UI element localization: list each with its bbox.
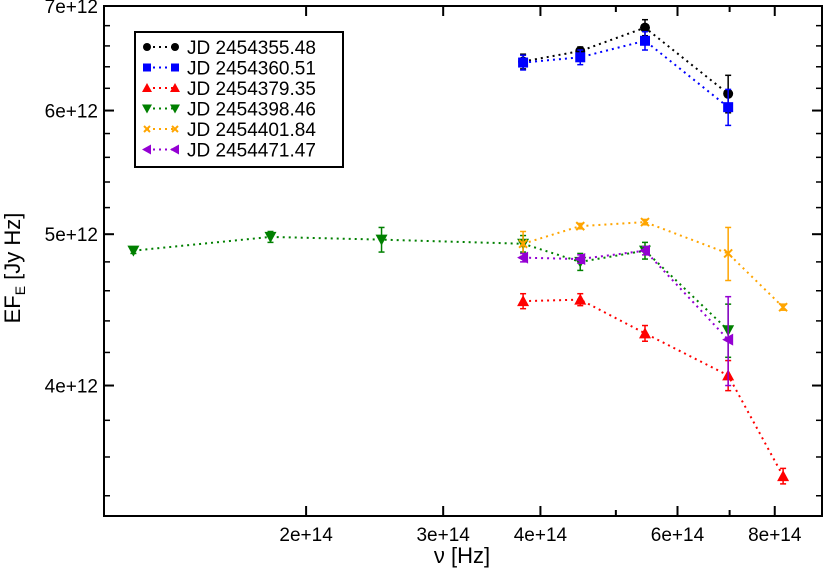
data-point [639, 22, 650, 33]
legend-entry-0: JD 2454355.48 [143, 38, 316, 59]
legend-box [134, 31, 344, 168]
y-axis-label-main: EF [0, 295, 25, 323]
data-point [517, 295, 530, 307]
plot-layer [127, 18, 790, 485]
series-0 [518, 18, 734, 114]
x-tick-label: 2e+14 [279, 525, 333, 546]
data-point [778, 302, 788, 312]
y-tick-label: 5e+12 [45, 225, 98, 246]
x-tick-label: 4e+14 [514, 525, 568, 546]
legend-marker [171, 43, 179, 51]
data-point [638, 327, 651, 339]
series-2 [517, 292, 790, 485]
data-point [517, 251, 529, 264]
series-line [133, 235, 729, 331]
data-point [518, 239, 528, 249]
data-point [722, 333, 734, 346]
legend-marker [143, 43, 151, 51]
data-point [264, 231, 277, 243]
y-axis-label: EFE [Jy Hz] [0, 213, 28, 324]
legend-marker [170, 83, 180, 92]
series-5 [517, 244, 734, 387]
data-point [639, 35, 650, 46]
legend-marker [142, 144, 151, 155]
data-point [777, 470, 790, 482]
legend-label: JD 2454401.84 [187, 120, 316, 141]
legend-marker [143, 125, 151, 133]
y-tick-label: 7e+12 [45, 0, 98, 18]
data-point [640, 217, 650, 227]
series-line [522, 221, 784, 308]
legend-marker [142, 104, 152, 114]
series-line [523, 249, 729, 341]
data-point [723, 102, 734, 113]
legend-marker [171, 63, 179, 72]
legend-label: JD 2454398.46 [187, 100, 316, 121]
series-line [522, 26, 729, 95]
plot-frame [103, 5, 823, 517]
legend-label: JD 2454471.47 [187, 141, 316, 162]
data-point [574, 293, 587, 305]
data-point [575, 52, 586, 63]
series-line [523, 298, 784, 477]
legend-entry-2: JD 2454379.35 [142, 79, 316, 100]
legend-entry-4: JD 2454401.84 [143, 120, 316, 141]
legend-entry-5: JD 2454471.47 [142, 141, 316, 162]
data-point [723, 248, 733, 259]
data-point [127, 245, 140, 257]
x-tick-label: 8e+14 [748, 525, 802, 546]
x-tick-label: 3e+14 [416, 525, 470, 546]
legend-marker [143, 63, 151, 72]
y-tick-label: 4e+12 [45, 377, 98, 398]
legend-marker [142, 83, 152, 92]
x-tick-label: 6e+14 [651, 525, 705, 546]
legend-entry-1: JD 2454360.51 [143, 59, 316, 80]
axes-layer: 2e+14 3e+14 4e+14 6e+14 8e+14 4e+12 5e+12 6e+12… [45, 0, 823, 546]
legend-marker [170, 104, 180, 114]
legend-label: JD 2454355.48 [187, 38, 316, 59]
legend-entry-3: JD 2454398.46 [142, 100, 316, 121]
series-1 [518, 30, 734, 127]
data-point [518, 57, 529, 68]
data-point [638, 244, 650, 257]
series-4 [518, 217, 788, 312]
data-point [575, 221, 585, 231]
data-point [574, 253, 586, 266]
legend-label: JD 2454360.51 [187, 59, 316, 80]
legend-marker [171, 125, 179, 133]
x-axis-label: ν [Hz] [434, 543, 490, 568]
y-axis-label-units: [Jy Hz] [0, 213, 25, 286]
y-axis-label-sub: E [12, 286, 28, 295]
legend-label: JD 2454379.35 [187, 79, 316, 100]
legend-marker [170, 144, 179, 155]
series-line [522, 39, 729, 108]
data-point [375, 234, 388, 246]
y-tick-label: 6e+12 [45, 102, 98, 123]
